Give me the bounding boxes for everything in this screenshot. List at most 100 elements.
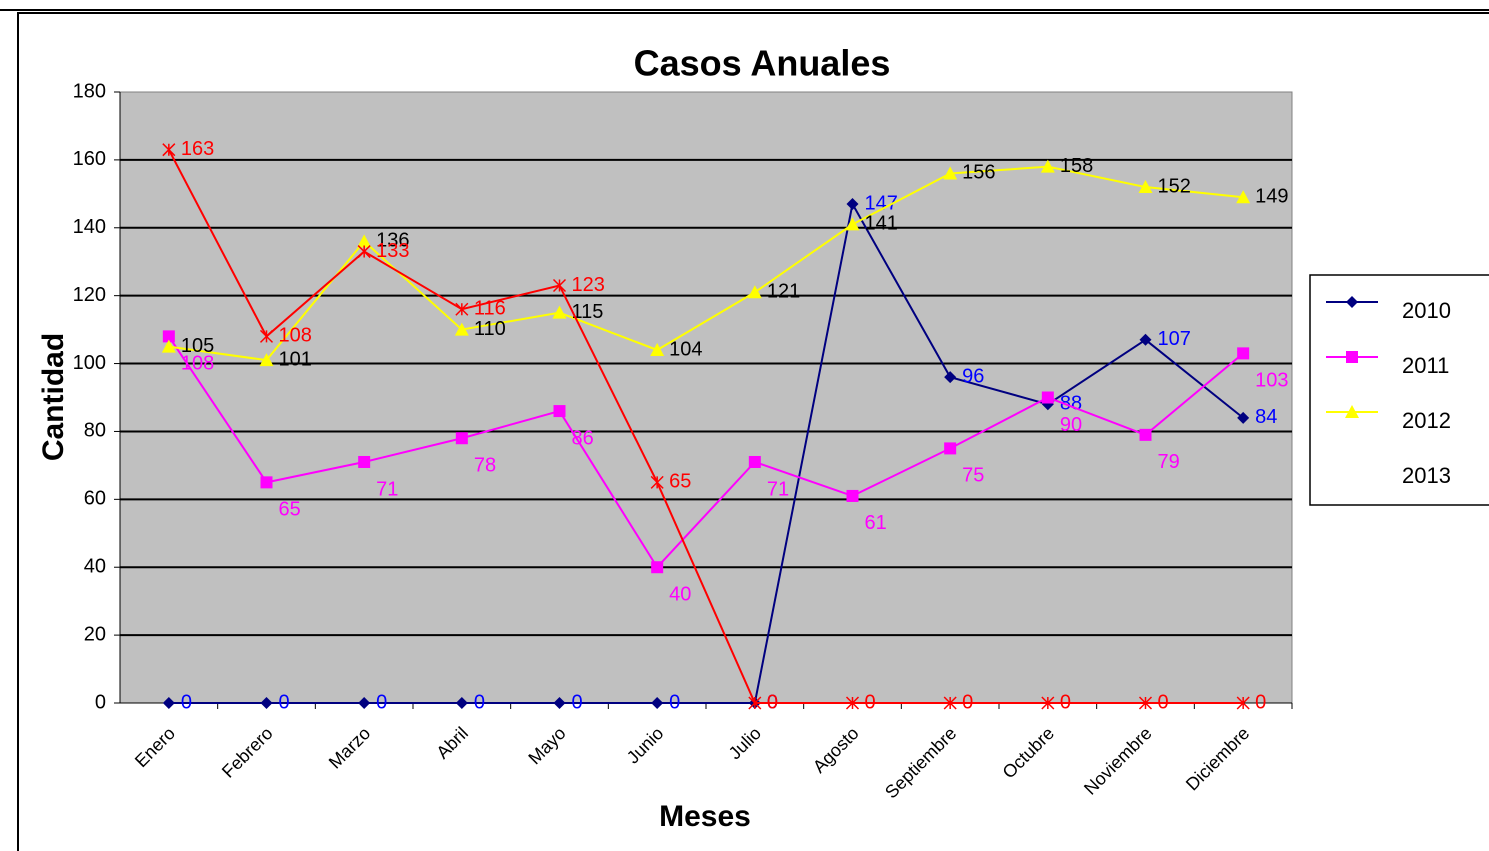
data-point — [650, 475, 664, 489]
y-tick-label: 40 — [84, 556, 106, 578]
data-label: 0 — [962, 691, 973, 713]
data-point — [553, 405, 566, 418]
data-point — [357, 245, 371, 259]
data-point — [748, 696, 762, 710]
data-label: 158 — [1060, 155, 1093, 177]
legend-label: 2011 — [1402, 353, 1449, 378]
data-point — [1040, 159, 1055, 173]
data-point — [944, 442, 957, 455]
data-point — [748, 455, 761, 468]
y-tick-label: 20 — [84, 623, 106, 645]
data-label: 133 — [376, 240, 409, 262]
data-point — [1138, 696, 1153, 710]
data-label: 116 — [474, 298, 506, 320]
data-point — [1236, 190, 1251, 204]
series-line — [168, 201, 1244, 704]
data-label: 149 — [1255, 186, 1288, 208]
y-tick-label: 80 — [84, 420, 106, 442]
y-tick-label: 120 — [73, 284, 106, 306]
data-label: 0 — [474, 691, 485, 713]
legend-box — [1309, 274, 1489, 506]
plot-area — [119, 91, 1293, 704]
legend-label: 2010 — [1402, 298, 1451, 323]
legend-label: 2013 — [1402, 463, 1451, 488]
series-line — [168, 165, 1244, 362]
data-label: 0 — [767, 691, 778, 713]
series-line — [167, 149, 1244, 704]
data-point — [846, 198, 859, 211]
y-tick-label: 160 — [73, 148, 106, 170]
data-label: 78 — [474, 455, 496, 477]
data-label: 152 — [1158, 175, 1191, 197]
data-point — [1041, 391, 1054, 404]
data-label: 0 — [1158, 691, 1169, 713]
data-point — [358, 455, 371, 468]
x-axis-title: Meses — [659, 800, 751, 833]
data-label: 163 — [181, 138, 214, 160]
data-label: 90 — [1060, 414, 1082, 436]
data-label: 103 — [1255, 370, 1288, 392]
data-label: 0 — [669, 691, 680, 713]
data-point — [358, 697, 371, 709]
data-point — [1041, 696, 1055, 710]
data-point — [260, 476, 273, 489]
y-tick-label: 0 — [95, 691, 106, 713]
data-point — [357, 234, 372, 248]
data-label: 40 — [669, 584, 691, 606]
data-point — [454, 322, 469, 336]
data-label: 123 — [572, 274, 605, 296]
data-point — [1237, 411, 1250, 424]
data-label: 156 — [962, 162, 995, 184]
data-point — [944, 371, 957, 384]
series-line — [168, 335, 1244, 569]
data-point — [552, 305, 567, 319]
data-point — [260, 697, 273, 709]
legend-marker — [1346, 296, 1358, 308]
data-label: 107 — [1158, 328, 1191, 350]
data-label: 121 — [767, 281, 800, 303]
data-point — [1237, 347, 1250, 360]
data-label: 108 — [181, 353, 214, 375]
data-label: 61 — [865, 512, 887, 534]
data-point — [1139, 428, 1152, 441]
data-label: 141 — [865, 213, 898, 235]
data-label: 75 — [962, 465, 984, 487]
data-label: 79 — [1158, 451, 1180, 473]
chart-title: Casos Anuales — [634, 43, 891, 84]
legend-label: 2012 — [1402, 408, 1451, 433]
data-point — [845, 217, 860, 231]
data-label: 71 — [767, 478, 789, 500]
data-point — [1236, 696, 1250, 710]
data-label: 96 — [962, 365, 984, 387]
data-label: 71 — [376, 478, 398, 500]
y-tick-label: 180 — [73, 80, 106, 102]
data-point — [162, 330, 175, 343]
data-point — [1139, 333, 1152, 346]
data-label: 0 — [865, 691, 876, 713]
data-label: 0 — [1060, 691, 1071, 713]
data-label: 84 — [1255, 406, 1277, 428]
y-axis-title: Cantidad — [37, 333, 70, 461]
y-tick-label: 60 — [84, 488, 106, 510]
legend-marker — [1346, 351, 1358, 363]
data-point — [259, 353, 274, 367]
data-label: 86 — [572, 427, 594, 449]
data-label: 65 — [279, 499, 301, 521]
data-label: 101 — [279, 348, 312, 370]
data-label: 0 — [572, 691, 583, 713]
data-point — [553, 697, 566, 709]
data-point — [943, 696, 957, 710]
data-point — [162, 697, 175, 709]
legend-marker — [1345, 405, 1359, 418]
data-point — [1138, 180, 1153, 194]
data-label: 0 — [376, 691, 387, 713]
data-label: 0 — [1255, 691, 1266, 713]
data-point — [552, 278, 567, 293]
data-point — [943, 166, 958, 180]
y-tick-label: 140 — [73, 216, 106, 238]
data-point — [747, 285, 762, 299]
data-label: 115 — [572, 301, 604, 323]
data-point — [651, 561, 664, 574]
